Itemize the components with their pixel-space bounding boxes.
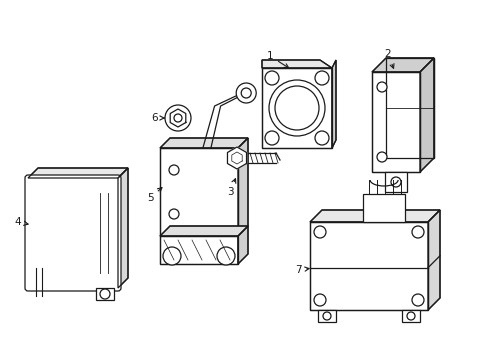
Circle shape [264, 71, 279, 85]
Circle shape [376, 82, 386, 92]
Polygon shape [385, 58, 433, 158]
Text: 3: 3 [226, 179, 235, 197]
Polygon shape [160, 236, 238, 264]
Polygon shape [262, 60, 331, 68]
Polygon shape [160, 148, 238, 236]
Text: 4: 4 [15, 217, 28, 227]
Polygon shape [309, 210, 439, 222]
Circle shape [174, 114, 182, 122]
Text: 2: 2 [384, 49, 393, 68]
Circle shape [314, 131, 328, 145]
Circle shape [164, 105, 191, 131]
Circle shape [411, 294, 423, 306]
Text: 5: 5 [146, 188, 162, 203]
Text: 7: 7 [294, 265, 308, 275]
Circle shape [406, 312, 414, 320]
Circle shape [313, 226, 325, 238]
Polygon shape [401, 310, 419, 322]
Polygon shape [160, 138, 247, 148]
FancyBboxPatch shape [25, 175, 121, 291]
Text: 1: 1 [266, 51, 288, 68]
Polygon shape [331, 60, 335, 148]
Polygon shape [384, 172, 406, 192]
Circle shape [100, 289, 110, 299]
Circle shape [264, 131, 279, 145]
Circle shape [376, 152, 386, 162]
Circle shape [268, 80, 325, 136]
Polygon shape [118, 168, 128, 288]
Polygon shape [227, 147, 246, 169]
Polygon shape [309, 222, 427, 310]
Circle shape [169, 209, 179, 219]
Polygon shape [96, 288, 114, 300]
Circle shape [313, 294, 325, 306]
Polygon shape [363, 194, 404, 222]
Text: 6: 6 [151, 113, 164, 123]
Polygon shape [262, 68, 331, 148]
Polygon shape [238, 226, 247, 264]
Polygon shape [160, 226, 247, 236]
Polygon shape [170, 109, 185, 127]
Circle shape [314, 71, 328, 85]
Circle shape [236, 83, 256, 103]
Polygon shape [371, 72, 419, 172]
Circle shape [411, 226, 423, 238]
Polygon shape [238, 138, 247, 236]
Polygon shape [419, 58, 433, 172]
Polygon shape [427, 210, 439, 310]
Circle shape [169, 165, 179, 175]
Polygon shape [317, 310, 335, 322]
Circle shape [390, 177, 400, 187]
Polygon shape [371, 58, 433, 72]
Circle shape [217, 247, 235, 265]
Polygon shape [28, 168, 128, 178]
Circle shape [163, 247, 181, 265]
Circle shape [323, 312, 330, 320]
